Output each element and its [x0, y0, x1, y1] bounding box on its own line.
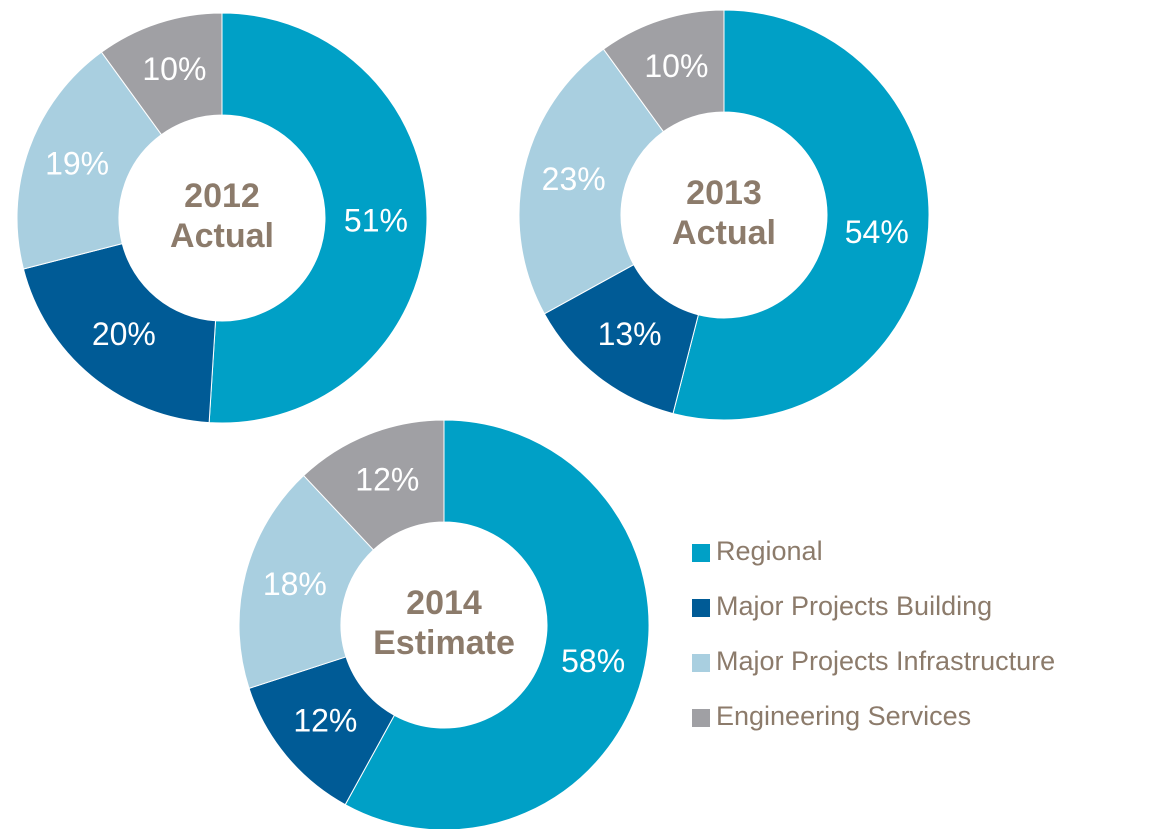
- donut-slice: [208, 12, 428, 424]
- value-label: 12%: [293, 703, 357, 739]
- donut-slice: [344, 419, 650, 829]
- legend-label: Regional: [716, 536, 823, 566]
- legend-label: Major Projects Infrastructure: [716, 646, 1055, 676]
- donut-slice: [16, 51, 163, 270]
- donut-slice: [672, 9, 930, 421]
- center-label: 2012: [184, 177, 260, 215]
- donut-slice: [302, 419, 445, 551]
- value-label: 10%: [644, 48, 708, 84]
- legend-label: Engineering Services: [716, 701, 971, 731]
- legend-swatch: [692, 599, 710, 617]
- donut-slice: [100, 12, 223, 136]
- legend-swatch: [692, 544, 710, 562]
- donut-slice: [22, 243, 217, 424]
- donut-slice: [602, 9, 725, 133]
- value-label: 12%: [355, 461, 419, 497]
- center-label: 2013: [686, 174, 762, 212]
- value-label: 58%: [561, 643, 625, 679]
- legend-label: Major Projects Building: [716, 591, 992, 621]
- donut-slice: [518, 48, 665, 315]
- value-label: 10%: [142, 51, 206, 87]
- legend-swatch: [692, 654, 710, 672]
- center-label: 2014: [406, 584, 482, 622]
- donut-slice: [238, 474, 375, 689]
- center-label: Estimate: [373, 624, 515, 662]
- value-label: 13%: [598, 316, 662, 352]
- donut-slice: [543, 263, 699, 415]
- value-label: 51%: [344, 202, 408, 238]
- center-label: Actual: [672, 214, 776, 252]
- value-label: 20%: [92, 316, 156, 352]
- legend-swatch: [692, 709, 710, 727]
- center-label: Actual: [170, 217, 274, 255]
- value-label: 19%: [45, 145, 109, 181]
- value-label: 23%: [542, 161, 606, 197]
- value-label: 18%: [263, 566, 327, 602]
- value-label: 54%: [845, 214, 909, 250]
